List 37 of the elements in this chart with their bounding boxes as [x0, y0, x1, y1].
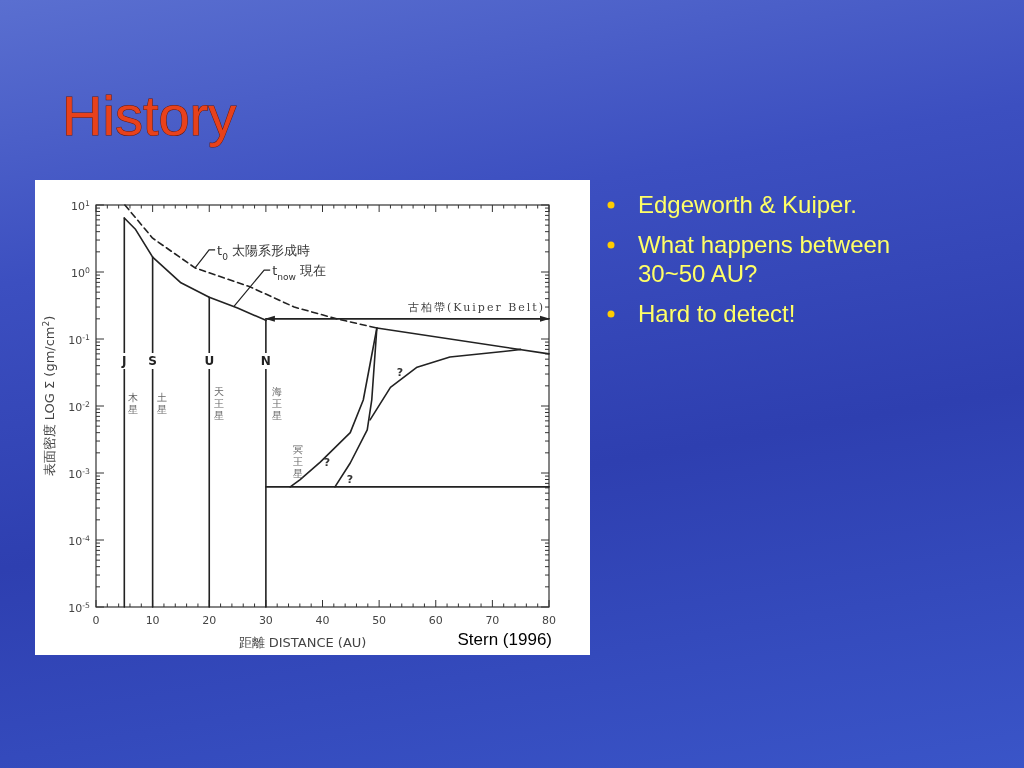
- annotation: 木星: [128, 392, 138, 415]
- annotation: 天王星: [214, 386, 224, 421]
- annotation: 土星: [157, 392, 167, 415]
- y-tick-label: 10$^{-2}$: [68, 399, 91, 414]
- annotation: ?: [323, 456, 331, 469]
- x-tick-label: 10: [145, 614, 160, 627]
- series-label: N: [260, 354, 271, 368]
- series-label: S: [148, 354, 157, 368]
- x-tick-label: 40: [315, 614, 330, 627]
- x-tick-label: 70: [485, 614, 500, 627]
- y-tick-label: 10$^{-5}$: [68, 600, 91, 615]
- chart-title: History: [62, 84, 237, 147]
- text: What happens between 30~50 AU?: [638, 231, 891, 287]
- x-tick-label: 0: [92, 614, 100, 627]
- x-tick-label: 30: [258, 614, 273, 627]
- y-tick-label: 10$^{-4}$: [68, 533, 91, 548]
- x-axis-title: 距離 DISTANCE (AU): [238, 635, 367, 650]
- series-label: J: [121, 354, 127, 368]
- text: Stern (1996): [457, 630, 552, 649]
- series-label: U: [204, 354, 215, 368]
- x-tick-label: 80: [542, 614, 556, 627]
- text: Edgeworth & Kuiper.: [638, 191, 857, 218]
- annotation: 冥王星: [293, 444, 303, 479]
- annotation: ?: [346, 473, 354, 486]
- text: Hard to detect!: [638, 300, 796, 327]
- y-tick-label: 10$^{-1}$: [68, 332, 91, 347]
- x-tick-label: 60: [428, 614, 443, 627]
- y-tick-label: 10$^{1}$: [71, 198, 91, 213]
- x-tick-label: 50: [372, 614, 387, 627]
- annotation: 海王星: [272, 386, 282, 421]
- annotation: t$_{now}$ 現在: [272, 263, 327, 283]
- series-label: 古柏帶(Kuiper Belt): [408, 300, 545, 314]
- x-tick-label: 20: [202, 614, 217, 627]
- y-tick-label: 10$^{-3}$: [68, 466, 91, 481]
- y-tick-label: 10$^{0}$: [71, 265, 91, 280]
- annotation: t$_{0}$ 太陽系形成時: [217, 242, 311, 262]
- annotation: ?: [396, 366, 404, 379]
